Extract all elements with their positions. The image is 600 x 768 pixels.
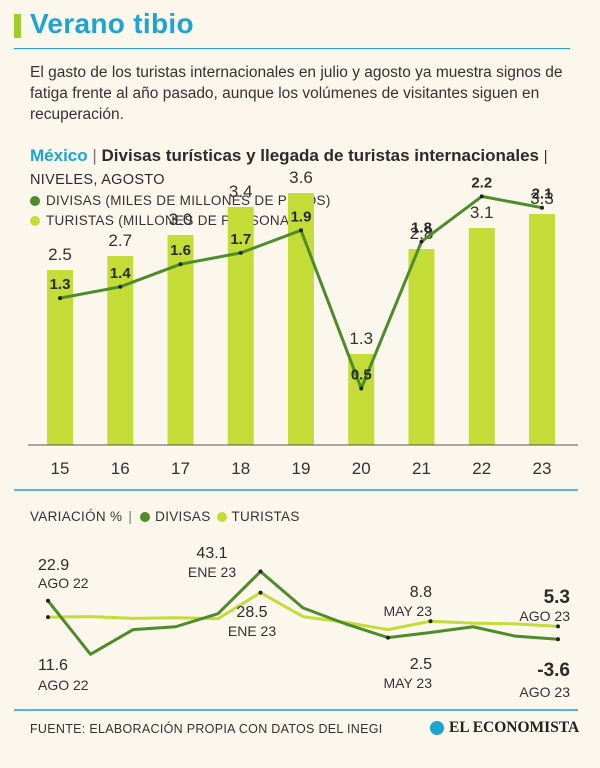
divisas-point xyxy=(419,239,424,244)
brand-name: EL ECONOMISTA xyxy=(449,719,580,736)
variation-annotation-period: ENE 23 xyxy=(188,564,236,580)
turistas-bar-label: 3.4 xyxy=(229,182,253,201)
intro-text: El gasto de los turistas internacionales… xyxy=(30,64,563,123)
divisas-point xyxy=(58,296,62,301)
x-tick-label: 16 xyxy=(111,459,130,478)
x-tick-label: 17 xyxy=(171,459,190,478)
brand-globe-icon xyxy=(430,721,444,735)
variation-point xyxy=(556,624,560,629)
divisas-value-label: 1.6 xyxy=(170,242,191,259)
divisas-variation-line xyxy=(46,570,559,656)
variation-annotation-period: MAY 23 xyxy=(383,675,432,691)
turistas-bar-label: 1.3 xyxy=(349,329,373,348)
turistas-bar-label: 3.6 xyxy=(289,168,313,187)
turistas-bar-label: 2.7 xyxy=(108,231,132,250)
divisas-point xyxy=(479,194,484,199)
legend-turistas-dot-icon xyxy=(30,215,40,226)
divisas-value-label: 1.7 xyxy=(230,231,251,248)
variation-annotation-value: 43.1 xyxy=(196,545,227,562)
divisas-point xyxy=(359,386,364,391)
variation-point xyxy=(46,598,50,603)
variation-point xyxy=(556,637,560,642)
divisas-value-label: 2.1 xyxy=(532,186,553,203)
x-tick-label: 20 xyxy=(352,459,371,478)
title-divider xyxy=(14,48,570,49)
turistas-bar xyxy=(167,235,194,445)
turistas-bar xyxy=(227,207,254,445)
turistas-bar-label: 3.1 xyxy=(470,203,494,222)
variation-point xyxy=(428,619,433,624)
divisas-point xyxy=(299,228,303,233)
divisas-point xyxy=(238,250,243,255)
variation-legend: VARIACIÓN % | DIVISAS TURISTAS xyxy=(30,509,304,524)
subtitle-separator: | xyxy=(92,146,97,165)
turistas-bar xyxy=(408,249,435,445)
variation-point xyxy=(46,615,50,620)
variation-legend-divisas: DIVISAS xyxy=(138,509,210,524)
divisas-value-label: 1.3 xyxy=(50,276,71,293)
x-tick-label: 18 xyxy=(231,459,250,478)
subtitle-country: México xyxy=(30,146,88,165)
variation-annotation-period: MAY 23 xyxy=(383,603,432,619)
legend-divisas-label: DIVISAS (MILES DE MILLONES DE PESOS) xyxy=(46,193,331,208)
variation-turistas-dot-icon xyxy=(216,511,227,522)
variation-annotation-value: 22.9 xyxy=(38,557,69,574)
variation-legend-turistas: TURISTAS xyxy=(215,509,300,524)
x-tick-label: 23 xyxy=(533,459,552,478)
title-accent-bar xyxy=(14,14,21,38)
divisas-value-label: 1.4 xyxy=(110,265,132,282)
divisas-value-label: 1.8 xyxy=(411,220,432,237)
x-tick-label: 22 xyxy=(472,459,491,478)
brand-logo: EL ECONOMISTA xyxy=(430,719,579,737)
source-note: FUENTE: ELABORACIÓN PROPIA CON DATOS DEL… xyxy=(30,722,383,736)
x-tick-label: 15 xyxy=(51,459,70,478)
turistas-bar-label: 3.3 xyxy=(530,189,554,208)
variation-turistas-label: TURISTAS xyxy=(231,509,300,524)
variation-annotation-period: ENE 23 xyxy=(228,623,276,639)
legend-divisas-dot-icon xyxy=(30,195,40,206)
variation-point xyxy=(386,635,390,640)
variation-legend-separator: | xyxy=(128,509,133,524)
turistas-bar-label: 3.0 xyxy=(169,210,193,229)
variation-annotation-period: AGO 22 xyxy=(38,677,89,693)
variation-annotation-value: -3.6 xyxy=(537,660,570,681)
variation-point xyxy=(258,590,263,595)
variation-annotation-period: AGO 22 xyxy=(38,575,89,591)
turistas-bar xyxy=(468,228,495,445)
legend-divisas: DIVISAS (MILES DE MILLONES DE PESOS) xyxy=(30,193,430,208)
x-tick-label: 19 xyxy=(292,459,311,478)
divisas-value-label: 1.9 xyxy=(291,208,312,225)
variation-annotation-period: AGO 23 xyxy=(519,684,570,700)
divisas-value-label: 2.2 xyxy=(471,174,492,191)
variation-annotation-value: 5.3 xyxy=(544,587,570,608)
variation-legend-label: VARIACIÓN % xyxy=(30,509,123,524)
chart-subtitle: México | Divisas turísticas y llegada de… xyxy=(30,145,575,191)
page-title: Verano tibio xyxy=(30,8,194,39)
variation-annotation-value: 28.5 xyxy=(236,604,267,621)
subtitle-main: Divisas turísticas y llegada de turistas… xyxy=(101,146,539,165)
variation-annotation-value: 11.6 xyxy=(38,657,68,674)
divisas-point xyxy=(540,205,544,210)
turistas-bar xyxy=(529,214,555,445)
divisas-point xyxy=(178,262,183,267)
subtitle-units: | NIVELES, AGOSTO xyxy=(30,149,548,188)
variation-annotation-value: 2.5 xyxy=(410,656,432,673)
divisas-value-label: 0.5 xyxy=(351,367,372,384)
divisas-point xyxy=(118,284,123,289)
variation-divisas-label: DIVISAS xyxy=(155,509,211,524)
variation-annotation-period: AGO 23 xyxy=(519,608,570,624)
turistas-variation-line xyxy=(47,591,559,632)
variation-divisas-dot-icon xyxy=(140,511,151,522)
x-tick-label: 21 xyxy=(412,459,431,478)
variation-annotation-value: 8.8 xyxy=(410,584,432,601)
variation-point xyxy=(258,569,263,574)
turistas-bar-label: 2.5 xyxy=(48,245,72,264)
